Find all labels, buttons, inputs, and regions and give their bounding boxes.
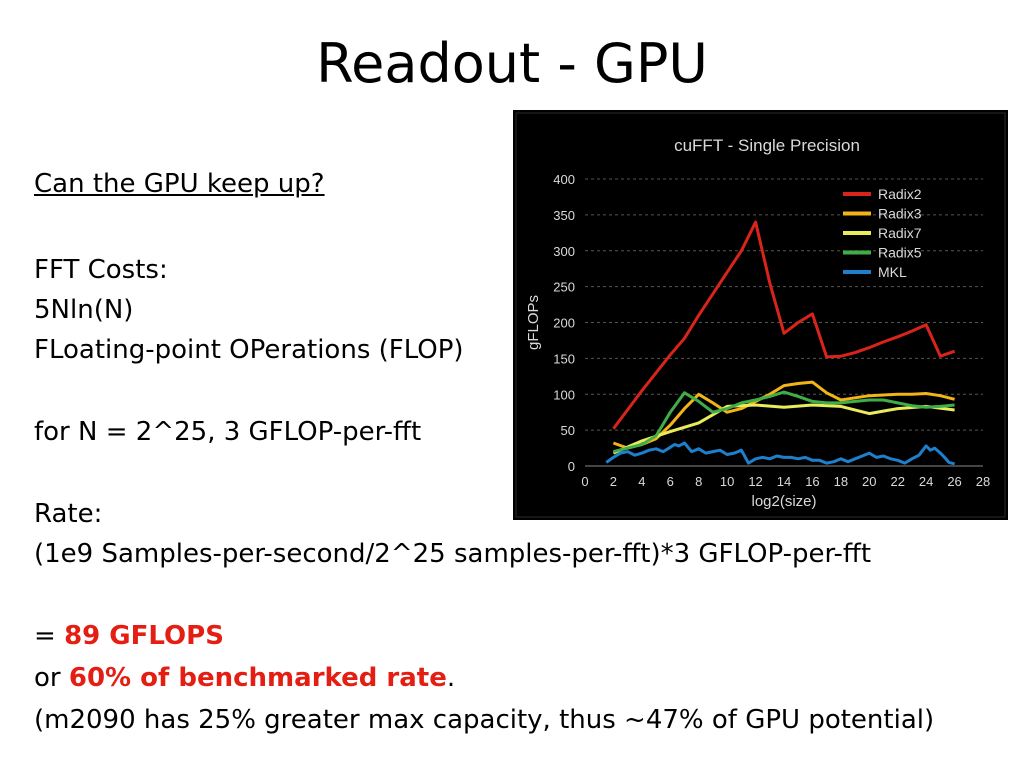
y-tick-label: 200 xyxy=(553,316,575,331)
x-tick-label: 4 xyxy=(638,474,645,489)
benchmark-percentage: 60% of benchmarked rate xyxy=(68,663,447,693)
legend-label-radix7: Radix7 xyxy=(878,225,922,241)
x-tick-label: 26 xyxy=(947,474,961,489)
series-line-radix7 xyxy=(612,403,955,455)
y-tick-label: 50 xyxy=(561,423,575,438)
legend-label-radix2: Radix2 xyxy=(878,186,922,202)
legend-label-radix3: Radix3 xyxy=(878,206,922,222)
series-line-radix3 xyxy=(612,380,955,450)
y-tick-label: 100 xyxy=(553,387,575,402)
x-tick-label: 6 xyxy=(667,474,674,489)
fft-costs-label: FFT Costs: xyxy=(34,255,168,285)
x-tick-label: 14 xyxy=(777,474,791,489)
cufft-chart: cuFFT - Single Precision 0 50 100 150 200 250 3… xyxy=(513,110,1008,520)
x-tick-label: 2 xyxy=(610,474,617,489)
result-line: = 89 GFLOPS xyxy=(34,620,224,652)
series-line-radix5 xyxy=(613,390,955,454)
fft-cost-formula: 5Nln(N) xyxy=(34,295,134,325)
gflops-value: 89 GFLOPS xyxy=(64,621,224,651)
x-tick-label: 28 xyxy=(976,474,990,489)
rate-label: Rate: xyxy=(34,499,103,529)
y-tick-label: 400 xyxy=(553,172,575,187)
y-tick-label: 350 xyxy=(553,208,575,223)
x-tick-label: 24 xyxy=(919,474,933,489)
n-value-line: for N = 2^25, 3 GFLOP-per-fft xyxy=(34,417,422,447)
x-tick-label: 8 xyxy=(695,474,702,489)
legend-label-mkl: MKL xyxy=(878,264,907,280)
flop-definition: FLoating-point OPerations (FLOP) xyxy=(34,335,464,365)
y-tick-label: 0 xyxy=(568,459,575,474)
chart-frame xyxy=(515,112,1006,518)
question-heading: Can the GPU keep up? xyxy=(34,169,325,199)
series-line-radix2 xyxy=(612,220,956,430)
y-tick-label: 300 xyxy=(553,244,575,259)
chart-title: cuFFT - Single Precision xyxy=(674,136,860,155)
x-axis-label: log2(size) xyxy=(751,493,816,510)
x-tick-label: 18 xyxy=(834,474,848,489)
legend-label-radix5: Radix5 xyxy=(878,245,922,261)
slide-title: Readout - GPU xyxy=(316,32,708,95)
x-tick-label: 22 xyxy=(890,474,904,489)
y-tick-label: 150 xyxy=(553,351,575,366)
rate-formula: (1e9 Samples-per-second/2^25 samples-per… xyxy=(34,539,872,569)
benchmark-line: or 60% of benchmarked rate. xyxy=(34,662,455,694)
chart-canvas: cuFFT - Single Precision0501001502002503… xyxy=(515,112,1006,518)
series-line-mkl xyxy=(605,441,955,466)
y-axis-label: gFLOPs xyxy=(525,295,542,350)
or-prefix: or xyxy=(34,663,69,693)
x-tick-label: 0 xyxy=(581,474,588,489)
period: . xyxy=(446,663,456,693)
capacity-note: (m2090 has 25% greater max capacity, thu… xyxy=(34,705,935,735)
x-tick-label: 20 xyxy=(862,474,876,489)
x-tick-label: 10 xyxy=(720,474,734,489)
y-tick-label: 250 xyxy=(553,280,575,295)
x-tick-label: 12 xyxy=(748,474,762,489)
x-tick-label: 16 xyxy=(805,474,819,489)
equals-prefix: = xyxy=(34,621,65,651)
